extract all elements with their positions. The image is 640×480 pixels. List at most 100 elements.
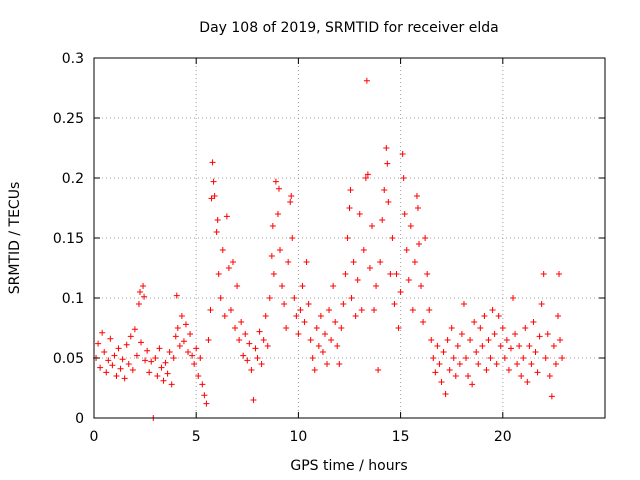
data-point	[364, 171, 371, 178]
data-point	[532, 349, 539, 355]
data-point	[125, 361, 132, 367]
x-axis-label: GPS time / hours	[290, 458, 407, 474]
data-point	[530, 319, 537, 325]
data-point	[487, 355, 494, 361]
data-point	[375, 367, 382, 373]
data-point	[244, 357, 251, 364]
data-point	[383, 145, 390, 151]
data-point	[170, 355, 177, 361]
data-points	[93, 77, 566, 421]
data-point	[559, 355, 566, 361]
data-point	[356, 211, 363, 217]
data-point	[291, 295, 298, 301]
data-point	[283, 325, 290, 331]
data-point	[540, 271, 547, 277]
data-point	[274, 211, 281, 217]
data-point	[536, 333, 543, 340]
data-point	[187, 331, 194, 337]
data-point	[229, 259, 236, 265]
data-point	[195, 373, 202, 379]
data-point	[507, 345, 514, 352]
data-point	[109, 362, 116, 369]
data-point	[350, 259, 357, 265]
data-point	[422, 235, 429, 241]
data-point	[101, 349, 108, 355]
data-point	[214, 217, 221, 223]
x-tick-label: 0	[90, 429, 99, 445]
data-point	[371, 307, 378, 313]
data-point	[510, 295, 517, 301]
data-point	[503, 337, 510, 343]
data-point	[299, 283, 306, 289]
data-point	[460, 301, 467, 307]
y-tick-label: 0.2	[62, 171, 84, 187]
data-point	[232, 325, 239, 331]
data-point	[407, 223, 414, 229]
data-point	[400, 175, 407, 181]
data-point	[454, 343, 461, 349]
data-point	[295, 331, 302, 337]
data-point	[538, 301, 545, 307]
data-point	[424, 271, 431, 277]
data-point	[197, 355, 204, 361]
data-point	[409, 307, 416, 313]
x-tick-label: 15	[392, 429, 410, 445]
data-point	[223, 213, 230, 220]
y-tick-labels: 0 0.05 0.1 0.15 0.2 0.25 0.3	[53, 51, 84, 427]
data-point	[444, 337, 451, 343]
data-point	[236, 337, 243, 343]
data-point	[354, 277, 361, 283]
data-point	[413, 193, 420, 199]
data-point	[287, 199, 294, 205]
data-point	[266, 295, 273, 301]
data-point	[209, 159, 216, 166]
data-point	[516, 343, 523, 349]
data-point	[115, 345, 122, 352]
data-point	[373, 283, 380, 289]
data-point	[268, 253, 275, 259]
data-point	[520, 355, 527, 361]
data-point	[313, 325, 320, 331]
data-point	[403, 247, 410, 253]
data-point	[499, 325, 506, 331]
data-point	[469, 381, 476, 388]
data-point	[483, 367, 490, 373]
data-point	[136, 289, 143, 295]
data-point	[138, 339, 145, 346]
data-point	[215, 271, 222, 277]
data-point	[342, 271, 349, 277]
data-point	[207, 307, 214, 313]
data-point	[162, 359, 169, 366]
data-point	[522, 325, 529, 331]
data-point	[275, 185, 282, 192]
y-tick-label: 0.1	[62, 291, 84, 307]
data-point	[524, 379, 531, 385]
data-point	[264, 343, 271, 349]
data-point	[381, 187, 388, 193]
data-point	[405, 277, 412, 283]
data-point	[172, 333, 179, 340]
data-point	[208, 195, 215, 202]
data-point	[113, 373, 120, 379]
data-point	[221, 313, 228, 319]
data-point	[242, 331, 249, 337]
data-point	[495, 313, 502, 319]
data-point	[174, 325, 181, 331]
y-tick-label: 0	[75, 411, 84, 427]
data-point	[121, 375, 128, 382]
data-point	[173, 292, 180, 299]
data-point	[344, 235, 351, 241]
data-point	[178, 313, 185, 319]
data-point	[481, 313, 488, 319]
data-point	[338, 325, 345, 331]
data-point	[332, 319, 339, 325]
data-point	[391, 301, 398, 307]
data-point	[485, 337, 492, 343]
data-point	[430, 355, 437, 361]
data-point	[452, 373, 459, 379]
data-point	[346, 205, 353, 211]
data-point	[321, 331, 328, 337]
data-point	[458, 331, 465, 337]
data-point	[514, 361, 521, 367]
data-point	[366, 265, 373, 271]
